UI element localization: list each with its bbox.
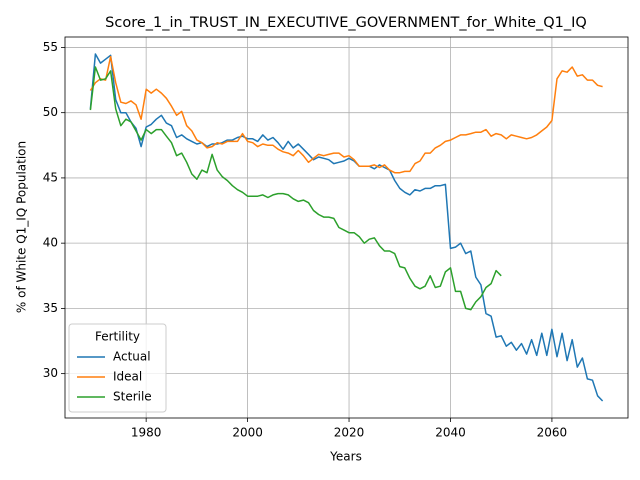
x-tick-label: 2000 [232, 426, 263, 440]
x-tick-label: 2020 [334, 426, 365, 440]
series-line [89, 55, 603, 174]
y-tick-label: 30 [43, 366, 58, 380]
x-tick-label: 2040 [435, 426, 466, 440]
legend-label: Ideal [113, 370, 142, 384]
plot-frame [64, 36, 629, 419]
y-tick-label: 50 [43, 105, 58, 119]
legend-label: Actual [113, 350, 151, 364]
x-axis-label: Years [329, 450, 362, 464]
chart-title: Score_1_in_TRUST_IN_EXECUTIVE_GOVERNMENT… [105, 15, 587, 31]
series-line [89, 53, 604, 402]
legend: Fertility Actual Ideal Sterile [68, 323, 167, 413]
legend-label: Sterile [113, 390, 152, 404]
y-tick-label: 40 [43, 236, 58, 250]
series-line [89, 66, 502, 311]
y-tick-label: 45 [43, 170, 58, 184]
y-axis-label: % of White Q1_IQ Population [15, 141, 29, 313]
x-tick-label: 2060 [537, 426, 568, 440]
y-tick-label: 35 [43, 301, 58, 315]
x-tick-label: 1980 [131, 426, 162, 440]
legend-title: Fertility [95, 330, 140, 344]
legend-box [68, 323, 167, 413]
y-tick-label: 55 [43, 40, 58, 54]
